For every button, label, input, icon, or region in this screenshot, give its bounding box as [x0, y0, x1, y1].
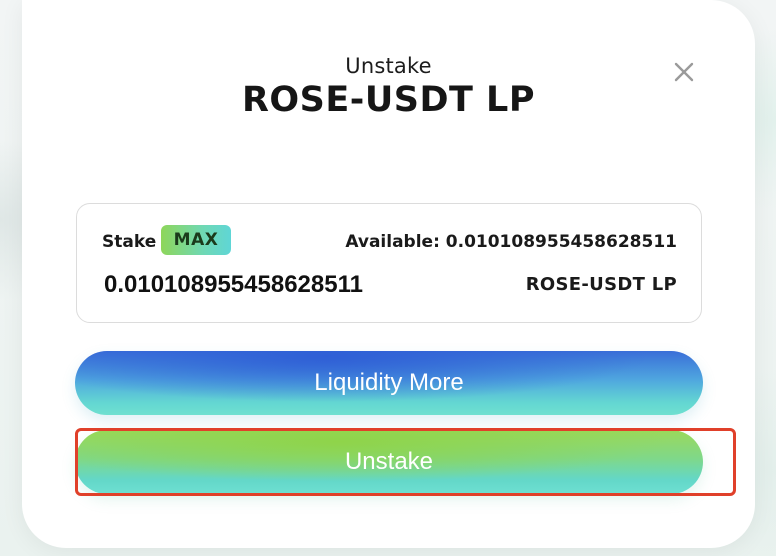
modal-title: ROSE-USDT LP: [241, 80, 536, 120]
unstake-modal: Unstake ROSE-USDT LP Stake MAX Available…: [22, 0, 755, 548]
token-unit-label: ROSE-USDT LP: [525, 274, 677, 295]
close-icon-glyph: [674, 62, 694, 82]
stake-label: Stake: [102, 232, 157, 252]
available-balance: Available: 0.010108955458628511: [345, 232, 677, 252]
unstake-button[interactable]: Unstake: [75, 430, 703, 494]
stake-card: Stake MAX Available: 0.01010895545862851…: [76, 203, 702, 323]
max-button[interactable]: MAX: [161, 225, 231, 255]
liquidity-more-button[interactable]: Liquidity More: [75, 351, 703, 415]
stake-amount-input[interactable]: [104, 270, 464, 300]
close-icon[interactable]: [670, 58, 698, 86]
modal-subtitle: Unstake: [345, 54, 432, 78]
